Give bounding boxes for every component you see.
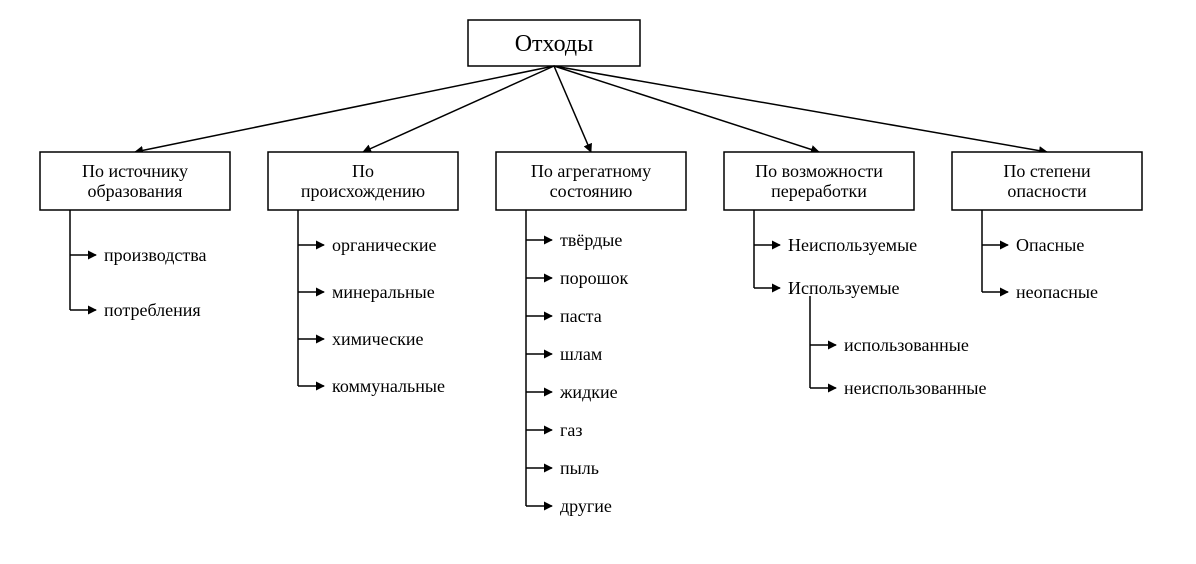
item-label-origin-3: коммунальные [332,376,445,396]
item-label-source-1: потребления [104,300,201,320]
item-label-origin-1: минеральные [332,282,435,302]
item-label-state-0: твёрдые [560,230,622,250]
item-label-origin-2: химические [332,329,424,349]
item-label-state-4: жидкие [559,382,618,402]
category-label-recycle-1: переработки [771,181,867,201]
category-label-origin-1: происхождению [301,181,425,201]
category-label-state-0: По агрегатному [531,161,651,181]
item-label-state-5: газ [560,420,582,440]
category-label-source-0: По источнику [82,161,188,181]
edge-root-source [135,66,554,152]
item-label-origin-0: органические [332,235,436,255]
edge-root-recycle [554,66,819,152]
category-label-hazard-1: опасности [1007,181,1087,201]
edge-root-origin [363,66,554,152]
category-label-recycle-0: По возможности [755,161,883,181]
item-label-state-7: другие [560,496,612,516]
item-label-state-3: шлам [560,344,602,364]
item-label-state-1: порошок [560,268,628,288]
item-label-recycle-0: Неиспользуемые [788,235,917,255]
root-label: Отходы [515,31,594,57]
waste-classification-diagram: Отходы По источникуобразования производств… [0,0,1196,564]
item-label-state-2: паста [560,306,602,326]
edge-root-state [554,66,591,152]
item-label-state-6: пыль [560,458,599,478]
item-label-hazard-1: неопасные [1016,282,1098,302]
edge-root-hazard [554,66,1047,152]
item-label-recycle-1: Используемые [788,278,900,298]
item-label-hazard-0: Опасные [1016,235,1084,255]
category-label-source-1: образования [88,181,183,201]
subitem-label-recycle-0: использованные [844,335,969,355]
category-label-origin-0: По [352,161,374,181]
category-label-hazard-0: По степени [1003,161,1091,181]
category-label-state-1: состоянию [550,181,633,201]
subitem-label-recycle-1: неиспользованные [844,378,986,398]
item-label-source-0: производства [104,245,207,265]
